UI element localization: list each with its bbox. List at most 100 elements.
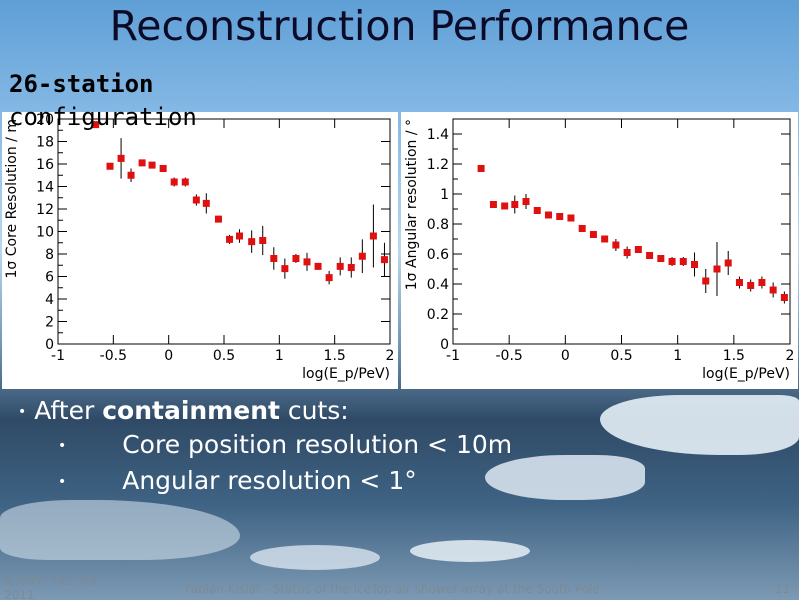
- data-point: [92, 121, 100, 129]
- data-point: [634, 246, 642, 253]
- y-tick-label: 1.2: [427, 157, 449, 173]
- footer-conference: ICATPP, Oct 3rd, 2011: [4, 574, 101, 602]
- bullet-containment: • After containment cuts:: [18, 396, 349, 425]
- ice-floe: [250, 545, 380, 570]
- y-tick-label: 0.2: [427, 307, 449, 323]
- data-point: [181, 178, 189, 186]
- data-point: [589, 231, 597, 238]
- bullet-core-position: • Core position resolution < 10m: [58, 430, 512, 459]
- x-tick-label: 1.5: [723, 348, 745, 364]
- subtitle-bold: 26-station: [9, 70, 154, 98]
- data-point: [270, 255, 278, 262]
- core-resolution-chart: -1 -0.5 0 0.5 1 1.5 2 0 2 4 6 8 10 12 14 16 18 20 log(E_p/…: [2, 112, 398, 389]
- data-point: [657, 255, 665, 262]
- data-point: [325, 274, 333, 282]
- y-tick-label: 1.4: [427, 127, 449, 143]
- x-tick-label: 0.5: [610, 348, 632, 364]
- data-point: [235, 232, 243, 240]
- y-tick-label: 0: [45, 337, 54, 353]
- data-point: [724, 259, 732, 267]
- y-tick-label: 2: [45, 315, 54, 331]
- page-number: 11: [775, 582, 791, 596]
- x-axis-label: log(E_p/PeV): [702, 366, 790, 382]
- data-point: [214, 215, 222, 223]
- data-point: [148, 161, 156, 169]
- data-point: [226, 235, 234, 243]
- x-tick-label: 2: [386, 348, 395, 364]
- data-point: [138, 159, 146, 167]
- data-point: [336, 262, 344, 270]
- data-point: [769, 286, 777, 294]
- subtitle-rest: configuration: [9, 103, 197, 131]
- data-point: [646, 252, 654, 259]
- y-tick-label: 0.8: [427, 217, 449, 233]
- data-point: [477, 165, 485, 172]
- y-tick-label: 0.6: [427, 247, 449, 263]
- x-tick-label: 0.5: [213, 348, 235, 364]
- data-point: [668, 258, 676, 265]
- footer-author: Fabian Kislat - Status of the IceTop air…: [185, 582, 601, 596]
- data-point: [106, 162, 114, 170]
- data-point: [679, 258, 687, 265]
- x-tick-label: 0: [561, 348, 570, 364]
- data-point: [522, 198, 530, 205]
- data-point: [292, 255, 300, 262]
- data-point: [578, 225, 586, 232]
- y-tick-label: 18: [36, 135, 54, 151]
- bullet-icon: •: [58, 438, 67, 454]
- data-point: [747, 282, 755, 289]
- ice-floe: [485, 455, 645, 500]
- data-point: [567, 214, 575, 222]
- plot-frame: [57, 118, 391, 345]
- data-point: [489, 201, 497, 208]
- y-tick-label: 4: [45, 292, 54, 308]
- ice-floe: [410, 540, 530, 562]
- y-tick-label: 12: [36, 202, 54, 218]
- data-point: [511, 201, 519, 208]
- data-point: [192, 196, 200, 204]
- data-point: [691, 261, 699, 268]
- data-point: [314, 262, 322, 270]
- data-point: [544, 211, 552, 219]
- data-point: [612, 241, 620, 249]
- y-tick-label: 20: [36, 112, 54, 128]
- data-point: [713, 265, 721, 273]
- ice-floe: [600, 395, 799, 455]
- y-axis-label: 1σ Core Resolution / m: [4, 119, 20, 279]
- data-point: [117, 154, 125, 162]
- y-axis-label: 1σ Angular resolution / °: [404, 119, 420, 290]
- x-tick-label: 0: [164, 348, 173, 364]
- data-point: [347, 264, 355, 271]
- data-point: [533, 207, 541, 214]
- x-tick-label: -0.5: [496, 348, 523, 364]
- bullet-text: Core position resolution < 10m: [122, 430, 513, 459]
- data-point: [501, 202, 509, 210]
- data-point: [623, 249, 631, 256]
- data-point: [159, 165, 167, 172]
- data-point: [202, 199, 210, 207]
- data-point: [127, 171, 135, 179]
- plot-frame: [452, 118, 791, 345]
- core-resolution-plot: -1 -0.5 0 0.5 1 1.5 202468101214161820log(E_p/…: [4, 112, 395, 382]
- y-tick-label: 6: [45, 270, 54, 286]
- y-tick-label: 14: [36, 180, 54, 196]
- bullet-text: After: [34, 396, 103, 425]
- data-point: [281, 265, 289, 273]
- x-tick-label: 1: [673, 348, 682, 364]
- bullet-bold: containment: [102, 396, 280, 425]
- x-tick-label: -1: [51, 348, 65, 364]
- y-tick-label: 16: [36, 157, 54, 173]
- data-point: [303, 258, 311, 266]
- slide-title: Reconstruction Performance: [109, 2, 690, 50]
- bullet-angular: • Angular resolution < 1°: [58, 466, 417, 495]
- y-tick-label: 0.4: [427, 277, 449, 293]
- x-tick-label: 2: [786, 348, 795, 364]
- x-tick-label: -0.5: [100, 348, 127, 364]
- x-axis-label: log(E_p/PeV): [302, 366, 390, 382]
- data-point: [170, 178, 178, 186]
- y-tick-label: 0: [440, 337, 449, 353]
- data-point: [735, 279, 743, 286]
- data-point: [601, 235, 609, 243]
- data-point: [758, 279, 766, 286]
- y-tick-label: 8: [45, 247, 54, 263]
